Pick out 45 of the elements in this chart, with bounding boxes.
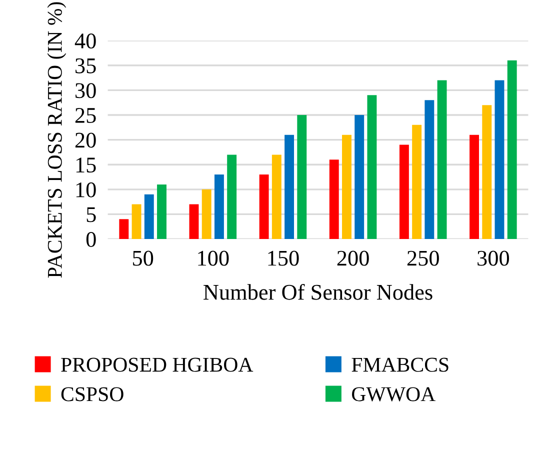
bar xyxy=(119,219,129,240)
y-tick-label: 5 xyxy=(86,207,96,222)
bar xyxy=(329,160,339,240)
x-tick-label: 100 xyxy=(198,250,229,266)
bar xyxy=(132,204,142,240)
x-tick-label: 50 xyxy=(133,250,154,266)
y-tick-label: 25 xyxy=(75,108,96,123)
bar xyxy=(437,80,447,240)
x-axis-title: Number Of Sensor Nodes xyxy=(204,284,432,300)
y-tick-label: 20 xyxy=(75,132,96,148)
bar xyxy=(482,105,492,240)
bar xyxy=(399,144,409,240)
bar xyxy=(412,124,422,240)
y-tick-label: 30 xyxy=(76,83,96,98)
x-tick-label: 250 xyxy=(407,250,439,266)
bar xyxy=(259,174,269,240)
y-tick-label: 35 xyxy=(76,58,96,74)
bar xyxy=(214,174,224,240)
bar xyxy=(507,60,517,240)
legend-label: PROPOSED HGIBOA xyxy=(61,358,254,372)
x-tick-label: 200 xyxy=(337,250,369,266)
bar xyxy=(424,100,434,240)
x-tick-label: 150 xyxy=(268,250,299,266)
bar xyxy=(367,95,377,240)
bar xyxy=(284,134,294,240)
bar xyxy=(227,154,237,240)
legend-label: FMABCCS xyxy=(352,358,448,372)
bar xyxy=(189,204,199,240)
x-tick-label: 300 xyxy=(478,250,510,266)
bar xyxy=(354,115,364,240)
bar xyxy=(272,154,282,240)
bar xyxy=(144,194,154,240)
bar xyxy=(494,80,504,240)
y-tick-label: 15 xyxy=(76,158,96,173)
y-tick-label: 10 xyxy=(76,182,96,198)
bar xyxy=(157,184,166,240)
y-axis-title: PACKETS LOSS RATIO (IN %) xyxy=(47,2,66,278)
bar xyxy=(297,115,307,240)
bar xyxy=(342,134,352,240)
legend-label: GWWOA xyxy=(352,387,436,402)
y-tick-label: 0 xyxy=(86,232,96,247)
legend-label: CSPSO xyxy=(61,387,124,402)
bar xyxy=(470,134,479,240)
y-tick-label: 40 xyxy=(74,34,96,49)
bar xyxy=(202,189,212,240)
